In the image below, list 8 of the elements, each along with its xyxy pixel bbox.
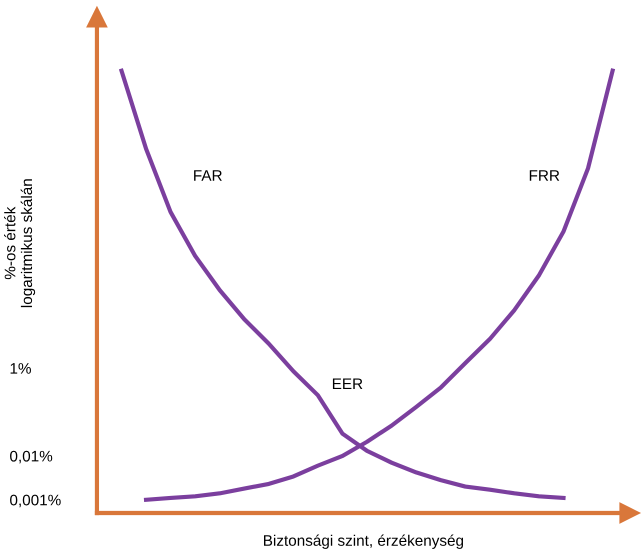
y-tick-label: 0,001% <box>10 494 61 508</box>
annotation: EER <box>332 378 362 390</box>
y-axis-title: %-os érték logaritmikus skálán <box>4 179 36 308</box>
y-tick-label: 1% <box>10 363 31 374</box>
series-label: FRR <box>530 170 560 181</box>
y-tick-label: 0,01% <box>10 450 52 464</box>
text: FAR <box>194 170 222 181</box>
x-axis-title: Biztonsági szint, érzékenység <box>264 534 464 549</box>
